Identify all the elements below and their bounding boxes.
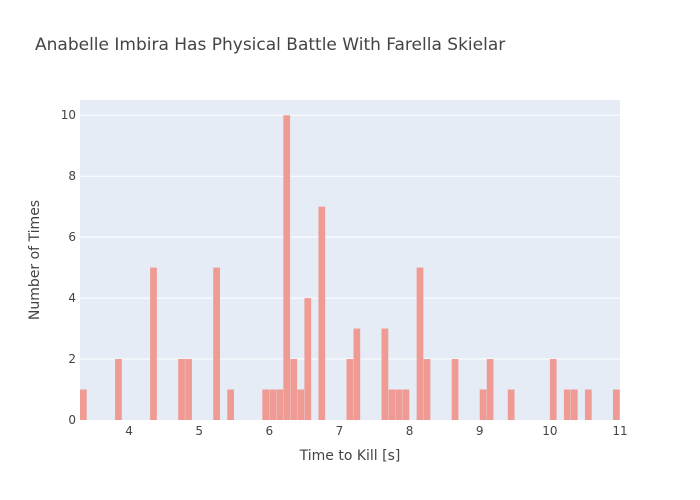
x-tick-label: 5 [195,424,203,438]
histogram-bar [150,267,157,420]
histogram-bar [178,359,185,420]
histogram-bar [381,328,389,420]
y-tick-label: 4 [68,291,76,305]
histogram-bar [563,389,571,420]
histogram-bar [570,389,578,420]
histogram-bar [80,389,87,420]
histogram-bar [318,206,326,420]
histogram-bar [402,389,410,420]
histogram-bar [388,389,396,420]
histogram-bar [549,359,557,420]
histogram-bar [115,359,122,420]
histogram-bar [290,359,298,420]
y-tick-label: 6 [68,230,76,244]
y-axis-label: Number of Times [27,200,43,320]
histogram-bar [353,328,361,420]
x-tick-label: 4 [125,424,133,438]
histogram-bar [283,115,291,420]
histogram-bar [612,389,620,420]
histogram-bar [185,359,192,420]
x-tick-label: 8 [406,424,414,438]
chart-title: Anabelle Imbira Has Physical Battle With… [35,35,505,55]
histogram-bar [416,267,424,420]
x-tick-label: 6 [266,424,274,438]
histogram-bar [269,389,277,420]
x-axis-ticks: 4 5 6 7 8 9 10 11 [125,424,627,438]
x-axis-label: Time to Kill [s] [299,448,401,464]
y-tick-label: 10 [61,108,76,122]
histogram-bar [507,389,515,420]
histogram-bar [451,359,459,420]
x-tick-label: 7 [336,424,344,438]
y-tick-label: 8 [68,169,76,183]
histogram-bar [479,389,487,420]
grid-lines [80,114,620,360]
histogram-bar [213,267,220,420]
histogram-bar [227,389,234,420]
x-tick-label: 11 [612,424,627,438]
bars [80,115,620,420]
histogram-bar [297,389,305,420]
histogram-bar [423,359,431,420]
histogram-bar [276,389,284,420]
histogram-bar [395,389,403,420]
y-tick-label: 2 [68,352,76,366]
y-tick-label: 0 [68,413,76,427]
x-tick-label: 10 [542,424,557,438]
histogram-bar [584,389,592,420]
histogram-bar [304,298,312,420]
y-axis-ticks: 0 2 4 6 8 10 [61,108,76,427]
histogram-bar [346,359,354,420]
x-tick-label: 9 [476,424,484,438]
histogram-bar [486,359,494,420]
histogram-bar [262,389,270,420]
